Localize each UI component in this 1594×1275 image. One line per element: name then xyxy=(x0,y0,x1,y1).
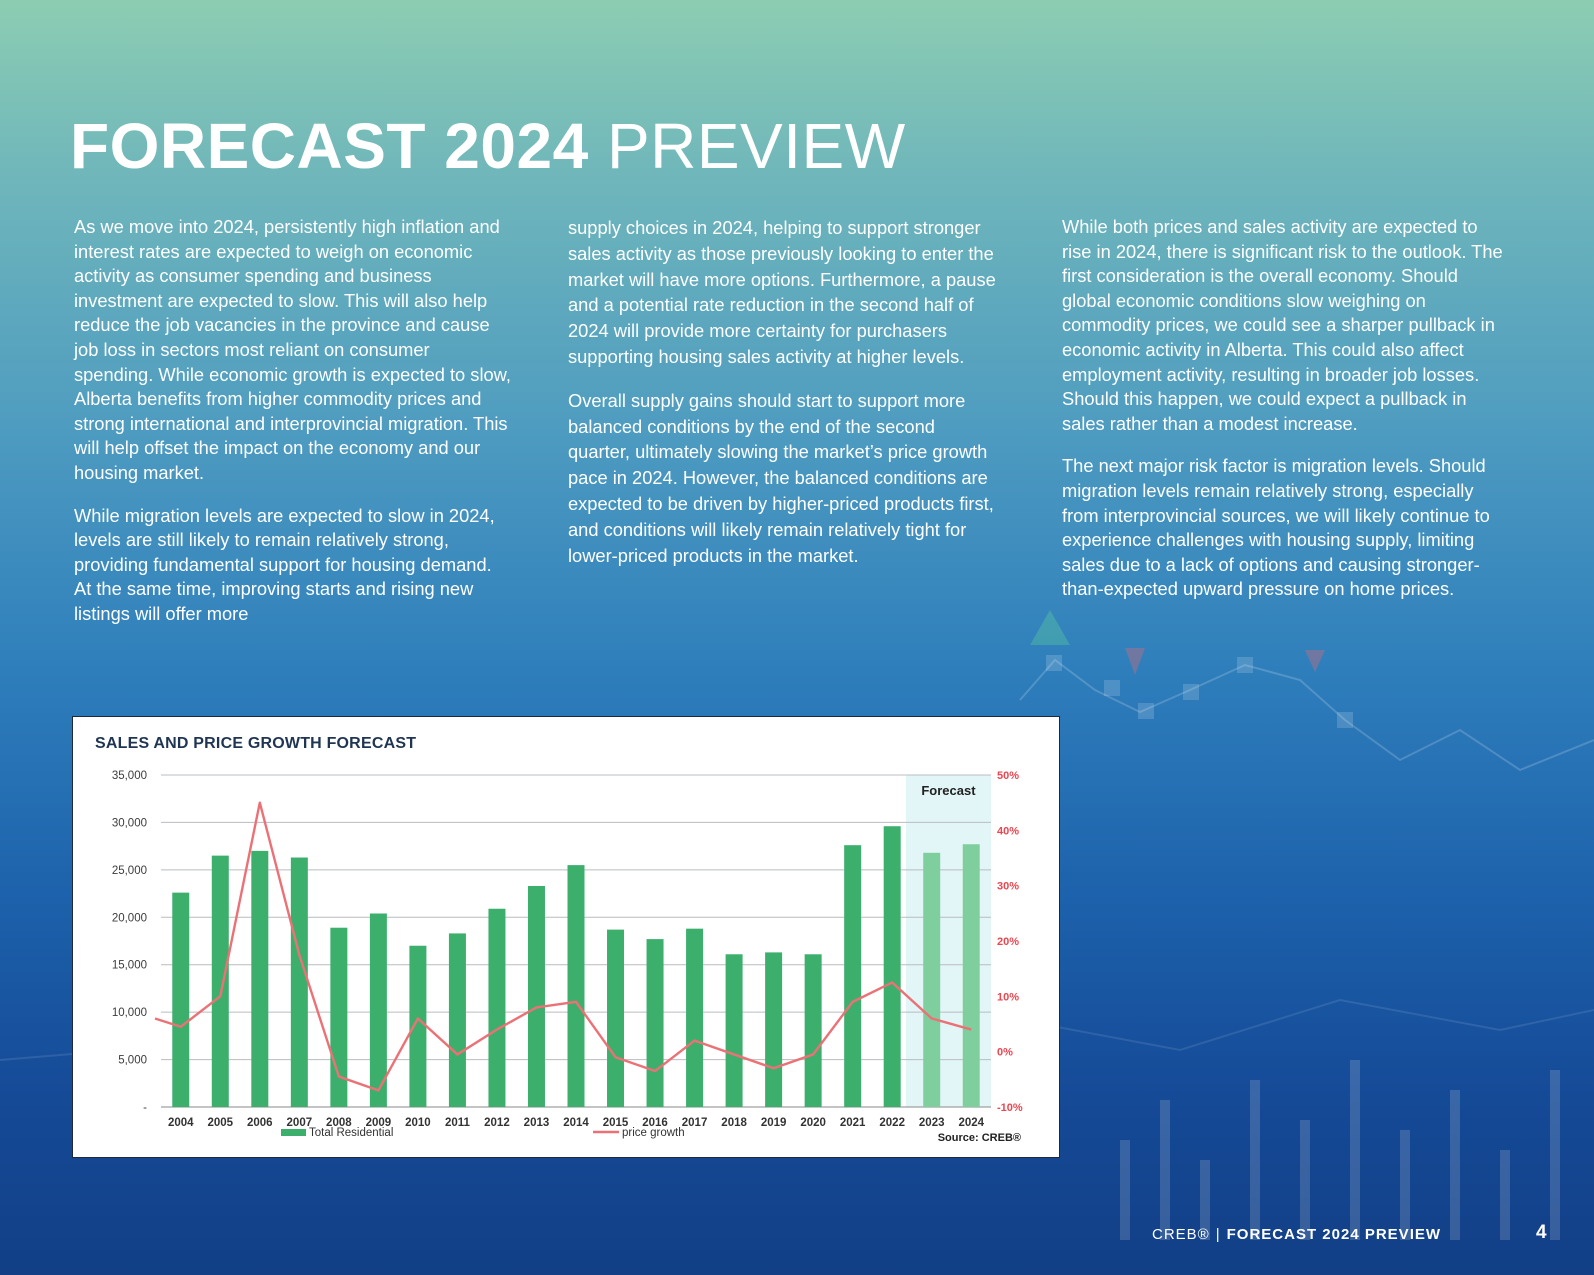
y-right-tick-label: 40% xyxy=(997,825,1019,837)
sales-price-chart: SALES AND PRICE GROWTH FORECAST Forecast… xyxy=(72,716,1060,1158)
x-tick-label: 2010 xyxy=(405,1117,431,1129)
page-number: 4 xyxy=(1536,1222,1547,1243)
y-right-tick-label: 0% xyxy=(997,1047,1013,1059)
x-tick-label: 2019 xyxy=(761,1117,787,1129)
footer: CREB® | FORECAST 2024 PREVIEW xyxy=(1152,1226,1441,1243)
bar-total-residential xyxy=(330,927,348,1107)
footer-brand: CREB® xyxy=(1152,1226,1210,1243)
bar-total-residential xyxy=(172,892,190,1107)
y-right-tick-label: 10% xyxy=(997,991,1019,1003)
x-tick-label: 2012 xyxy=(484,1117,510,1129)
x-tick-label: 2008 xyxy=(326,1117,352,1129)
y-left-tick-label: 30,000 xyxy=(112,817,147,829)
bar-total-residential xyxy=(567,865,585,1107)
line-price-growth xyxy=(154,801,972,1092)
y-left-tick-label: - xyxy=(143,1102,147,1114)
legend-label-total-residential: Total Residential xyxy=(309,1127,393,1139)
x-tick-label: 2007 xyxy=(287,1117,313,1129)
y-left-tick-label: 5,000 xyxy=(118,1055,147,1067)
legend-label-price-growth: price growth xyxy=(622,1127,685,1139)
bar-total-residential xyxy=(290,857,308,1107)
y-left-tick-label: 35,000 xyxy=(112,770,147,782)
paragraph: While both prices and sales activity are… xyxy=(1062,216,1503,434)
bar-total-residential xyxy=(607,929,625,1107)
x-tick-label: 2004 xyxy=(168,1117,194,1129)
x-tick-label: 2021 xyxy=(840,1117,866,1129)
x-tick-label: 2014 xyxy=(563,1117,589,1129)
bar-total-residential xyxy=(646,939,664,1107)
bar-total-residential xyxy=(883,826,901,1107)
paragraph: While migration levels are expected to s… xyxy=(74,504,495,624)
bar-total-residential xyxy=(369,913,387,1107)
x-tick-label: 2009 xyxy=(366,1117,392,1129)
y-left-tick-label: 20,000 xyxy=(112,912,147,924)
x-tick-label: 2020 xyxy=(800,1117,826,1129)
x-tick-label: 2016 xyxy=(642,1117,668,1129)
y-left-tick-label: 10,000 xyxy=(112,1007,147,1019)
bar-total-residential xyxy=(844,845,862,1107)
x-tick-label: 2024 xyxy=(958,1117,984,1129)
x-tick-label: 2006 xyxy=(247,1117,273,1129)
text-column-3: While both prices and sales activity are… xyxy=(1062,215,1508,620)
x-tick-label: 2017 xyxy=(682,1117,708,1129)
chart-canvas: Forecast - 5,000 10,000 15,000 20,000 25,000 30… xyxy=(112,770,1023,1144)
x-tick-label: 2011 xyxy=(445,1117,471,1129)
footer-title: FORECAST 2024 PREVIEW xyxy=(1226,1226,1442,1243)
text-column-2: supply choices in 2024, helping to suppo… xyxy=(568,215,998,586)
y-right-tick-label: -10% xyxy=(997,1102,1023,1114)
x-tick-label: 2018 xyxy=(721,1117,747,1129)
y-right-tick-label: 30% xyxy=(997,881,1019,893)
y-right-tick-label: 50% xyxy=(997,770,1019,782)
paragraph: Overall supply gains should start to sup… xyxy=(568,389,994,566)
paragraph: The next major risk factor is migration … xyxy=(1062,455,1490,600)
bar-total-residential xyxy=(251,850,269,1107)
forecast-label: Forecast xyxy=(921,783,976,798)
title-bold: FORECAST 2024 xyxy=(70,110,589,182)
bar-total-residential xyxy=(211,855,229,1107)
x-tick-label: 2023 xyxy=(919,1117,945,1129)
bar-total-residential xyxy=(488,908,506,1107)
title-light: PREVIEW xyxy=(606,110,906,182)
bar-total-residential xyxy=(804,954,822,1107)
bar-total-residential xyxy=(409,945,427,1107)
page-title: FORECAST 2024 PREVIEW xyxy=(70,108,906,184)
x-tick-label: 2013 xyxy=(524,1117,550,1129)
y-right-tick-label: 20% xyxy=(997,936,1019,948)
bar-total-residential xyxy=(765,952,783,1107)
x-tick-label: 2005 xyxy=(207,1117,233,1129)
y-left-tick-label: 25,000 xyxy=(112,865,147,877)
text-column-1: As we move into 2024, persistently high … xyxy=(74,215,512,645)
y-left-tick-label: 15,000 xyxy=(112,960,147,972)
x-tick-label: 2022 xyxy=(879,1117,905,1129)
paragraph: As we move into 2024, persistently high … xyxy=(74,216,511,483)
chart-title: SALES AND PRICE GROWTH FORECAST xyxy=(95,735,417,752)
paragraph: supply choices in 2024, helping to suppo… xyxy=(568,217,996,367)
x-tick-label: 2015 xyxy=(603,1117,629,1129)
legend-swatch-total-residential xyxy=(281,1129,306,1136)
footer-separator: | xyxy=(1215,1226,1221,1243)
chart-source: Source: CREB® xyxy=(938,1132,1021,1144)
bar-total-residential xyxy=(527,885,545,1107)
bar-total-residential xyxy=(686,928,704,1107)
bar-total-residential xyxy=(725,954,743,1107)
bar-total-residential xyxy=(962,844,980,1107)
bar-total-residential xyxy=(923,852,941,1107)
bar-total-residential xyxy=(448,933,466,1107)
